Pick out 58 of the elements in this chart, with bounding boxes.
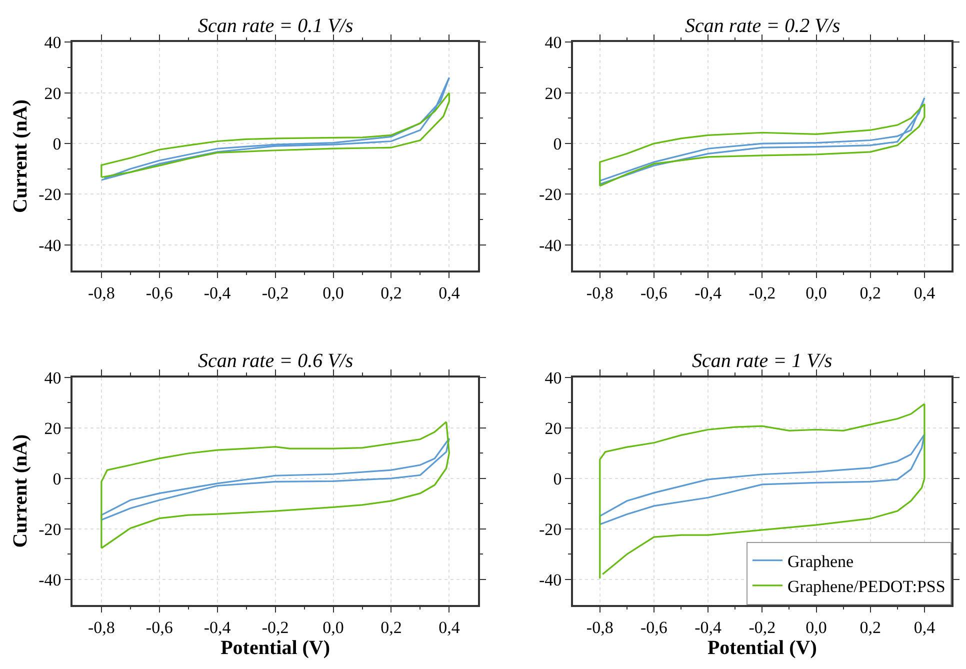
y-tick-label: 0 — [553, 134, 562, 154]
x-tick-label: -0,4 — [694, 283, 722, 302]
y-tick-label: 20 — [544, 84, 562, 103]
y-tick-label: 0 — [553, 469, 562, 488]
chart-title: Scan rate = 0.2 V/s — [685, 15, 840, 37]
x-tick-label: 0,0 — [322, 618, 344, 637]
x-tick-label: -0,2 — [748, 618, 776, 637]
x-tick-label: 0,0 — [806, 618, 827, 637]
x-tick-label: -0,6 — [640, 283, 668, 302]
x-tick-label: 0,2 — [860, 283, 881, 302]
x-tick-label: -0,8 — [88, 618, 115, 637]
y-tick-label: 20 — [44, 418, 62, 438]
y-tick-label: -40 — [539, 570, 562, 590]
y-tick-label: -40 — [38, 236, 62, 255]
x-tick-label: -0,8 — [586, 618, 614, 637]
chart-title: Scan rate = 1 V/s — [692, 350, 832, 372]
y-tick-label: 0 — [52, 469, 62, 488]
x-tick-label: 0,4 — [438, 618, 460, 637]
y-axis-title: Current (nA) — [10, 434, 32, 548]
y-tick-label: -40 — [539, 236, 562, 255]
x-tick-label: -0,2 — [748, 283, 776, 302]
x-tick-label: -0,8 — [586, 283, 614, 302]
x-tick-label: -0,4 — [204, 283, 232, 302]
chart-title: Scan rate = 0.1 V/s — [198, 15, 354, 37]
x-tick-label: 0,2 — [380, 618, 402, 637]
x-tick-label: 0,0 — [806, 283, 827, 302]
x-tick-label: -0,4 — [694, 618, 722, 637]
y-tick-label: 40 — [44, 33, 62, 52]
y-tick-label: 40 — [544, 33, 562, 52]
x-tick-label: -0,2 — [262, 618, 289, 637]
legend-label: Graphene — [788, 552, 854, 571]
x-tick-label: -0,8 — [88, 283, 115, 302]
y-tick-label: -40 — [38, 570, 62, 590]
x-tick-label: -0,6 — [146, 283, 173, 302]
x-tick-label: -0,6 — [146, 618, 173, 637]
y-tick-label: 20 — [44, 84, 62, 103]
x-axis-title: Potential (V) — [707, 636, 817, 659]
y-tick-label: 40 — [544, 368, 562, 388]
y-tick-label: 0 — [52, 134, 62, 154]
chart-title: Scan rate = 0.6 V/s — [198, 350, 354, 372]
y-tick-label: 40 — [44, 368, 62, 388]
y-tick-label: -20 — [38, 520, 62, 539]
x-tick-label: 0,2 — [380, 283, 402, 302]
y-tick-label: -20 — [539, 520, 562, 539]
y-tick-label: -20 — [38, 185, 62, 204]
y-tick-label: -20 — [539, 185, 562, 204]
x-axis-title: Potential (V) — [220, 636, 330, 659]
y-tick-label: 20 — [544, 418, 562, 438]
y-axis-title: Current (nA) — [10, 99, 32, 213]
x-tick-label: -0,6 — [640, 618, 668, 637]
x-tick-label: 0,4 — [914, 283, 936, 302]
x-tick-label: 0,4 — [438, 283, 460, 302]
legend-label: Graphene/PEDOT:PSS — [788, 577, 946, 596]
x-tick-label: 0,2 — [860, 618, 881, 637]
x-tick-label: 0,0 — [322, 283, 344, 302]
x-tick-label: -0,4 — [204, 618, 232, 637]
x-tick-label: -0,2 — [262, 283, 289, 302]
x-tick-label: 0,4 — [914, 618, 936, 637]
